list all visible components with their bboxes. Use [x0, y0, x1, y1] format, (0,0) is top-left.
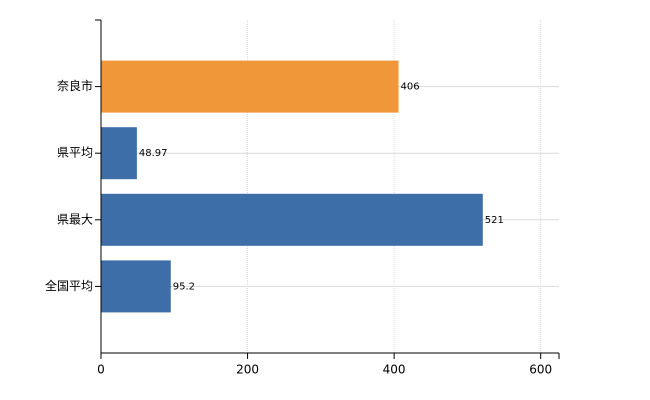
data-label: 406	[401, 82, 420, 93]
y-tick-label: 県最大	[57, 212, 93, 226]
data-label: 48.97	[139, 148, 168, 159]
x-tick-label: 200	[236, 363, 259, 377]
bar	[101, 127, 137, 180]
y-tick-label: 全国平均	[45, 278, 93, 293]
y-tick-label: 県平均	[57, 146, 93, 160]
x-tick-label: 600	[529, 363, 552, 377]
data-label: 95.2	[173, 281, 195, 292]
x-tick-label: 400	[383, 363, 406, 377]
y-tick-label: 奈良市	[57, 78, 93, 93]
data-label: 521	[485, 215, 504, 226]
bar	[101, 60, 399, 113]
bar	[101, 260, 171, 313]
x-tick-label: 0	[97, 363, 105, 377]
bar	[101, 193, 483, 246]
